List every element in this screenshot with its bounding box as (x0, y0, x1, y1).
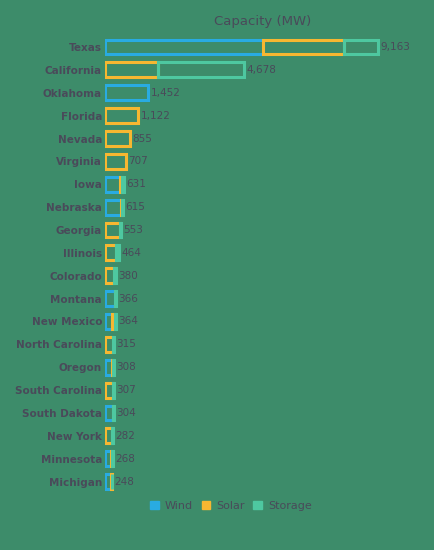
Text: 631: 631 (126, 179, 145, 189)
Bar (119, 223, 121, 238)
Bar (105, 337, 113, 352)
Bar (105, 474, 111, 489)
Bar (105, 131, 130, 146)
Text: 304: 304 (116, 408, 136, 418)
Text: 248: 248 (114, 476, 134, 487)
Title: Capacity (MW): Capacity (MW) (213, 15, 310, 28)
Bar (112, 360, 113, 375)
Bar (122, 177, 123, 192)
Text: 366: 366 (118, 294, 138, 304)
Bar (122, 200, 123, 215)
Bar (158, 63, 244, 78)
Text: 364: 364 (118, 316, 138, 327)
Bar (121, 200, 122, 215)
Text: 282: 282 (115, 431, 135, 441)
Text: 855: 855 (132, 134, 152, 144)
Bar (105, 154, 125, 169)
Bar (105, 245, 115, 260)
Text: 307: 307 (116, 385, 136, 395)
Bar (112, 405, 113, 420)
Bar (105, 63, 158, 78)
Text: 380: 380 (118, 271, 138, 281)
Bar (105, 405, 112, 420)
Bar (105, 383, 112, 398)
Bar (105, 314, 112, 329)
Bar (105, 291, 115, 306)
Bar (113, 337, 114, 352)
Text: 1,122: 1,122 (140, 111, 170, 120)
Bar (105, 223, 119, 238)
Text: 268: 268 (115, 454, 135, 464)
Text: 615: 615 (125, 202, 145, 212)
Bar (105, 268, 114, 283)
Bar (105, 108, 138, 123)
Bar (111, 474, 112, 489)
Bar (113, 405, 114, 420)
Bar (105, 360, 112, 375)
Bar (105, 200, 121, 215)
Legend: Wind, Solar, Storage: Wind, Solar, Storage (145, 496, 316, 515)
Bar (112, 428, 113, 443)
Bar (115, 245, 118, 260)
Bar (105, 428, 112, 443)
Bar (112, 383, 114, 398)
Bar (112, 314, 115, 329)
Text: 4,678: 4,678 (246, 65, 276, 75)
Bar (105, 85, 148, 100)
Text: 1,452: 1,452 (150, 88, 180, 98)
Bar (105, 40, 262, 54)
Bar (262, 40, 343, 54)
Bar (105, 177, 120, 192)
Bar (113, 360, 114, 375)
Bar (343, 40, 377, 54)
Bar (111, 451, 112, 466)
Text: 9,163: 9,163 (380, 42, 410, 52)
Bar (120, 177, 122, 192)
Bar (114, 268, 116, 283)
Text: 707: 707 (128, 156, 148, 167)
Text: 464: 464 (121, 248, 141, 258)
Text: 315: 315 (116, 339, 136, 349)
Bar (105, 451, 111, 466)
Text: 308: 308 (116, 362, 136, 372)
Text: 553: 553 (123, 225, 143, 235)
